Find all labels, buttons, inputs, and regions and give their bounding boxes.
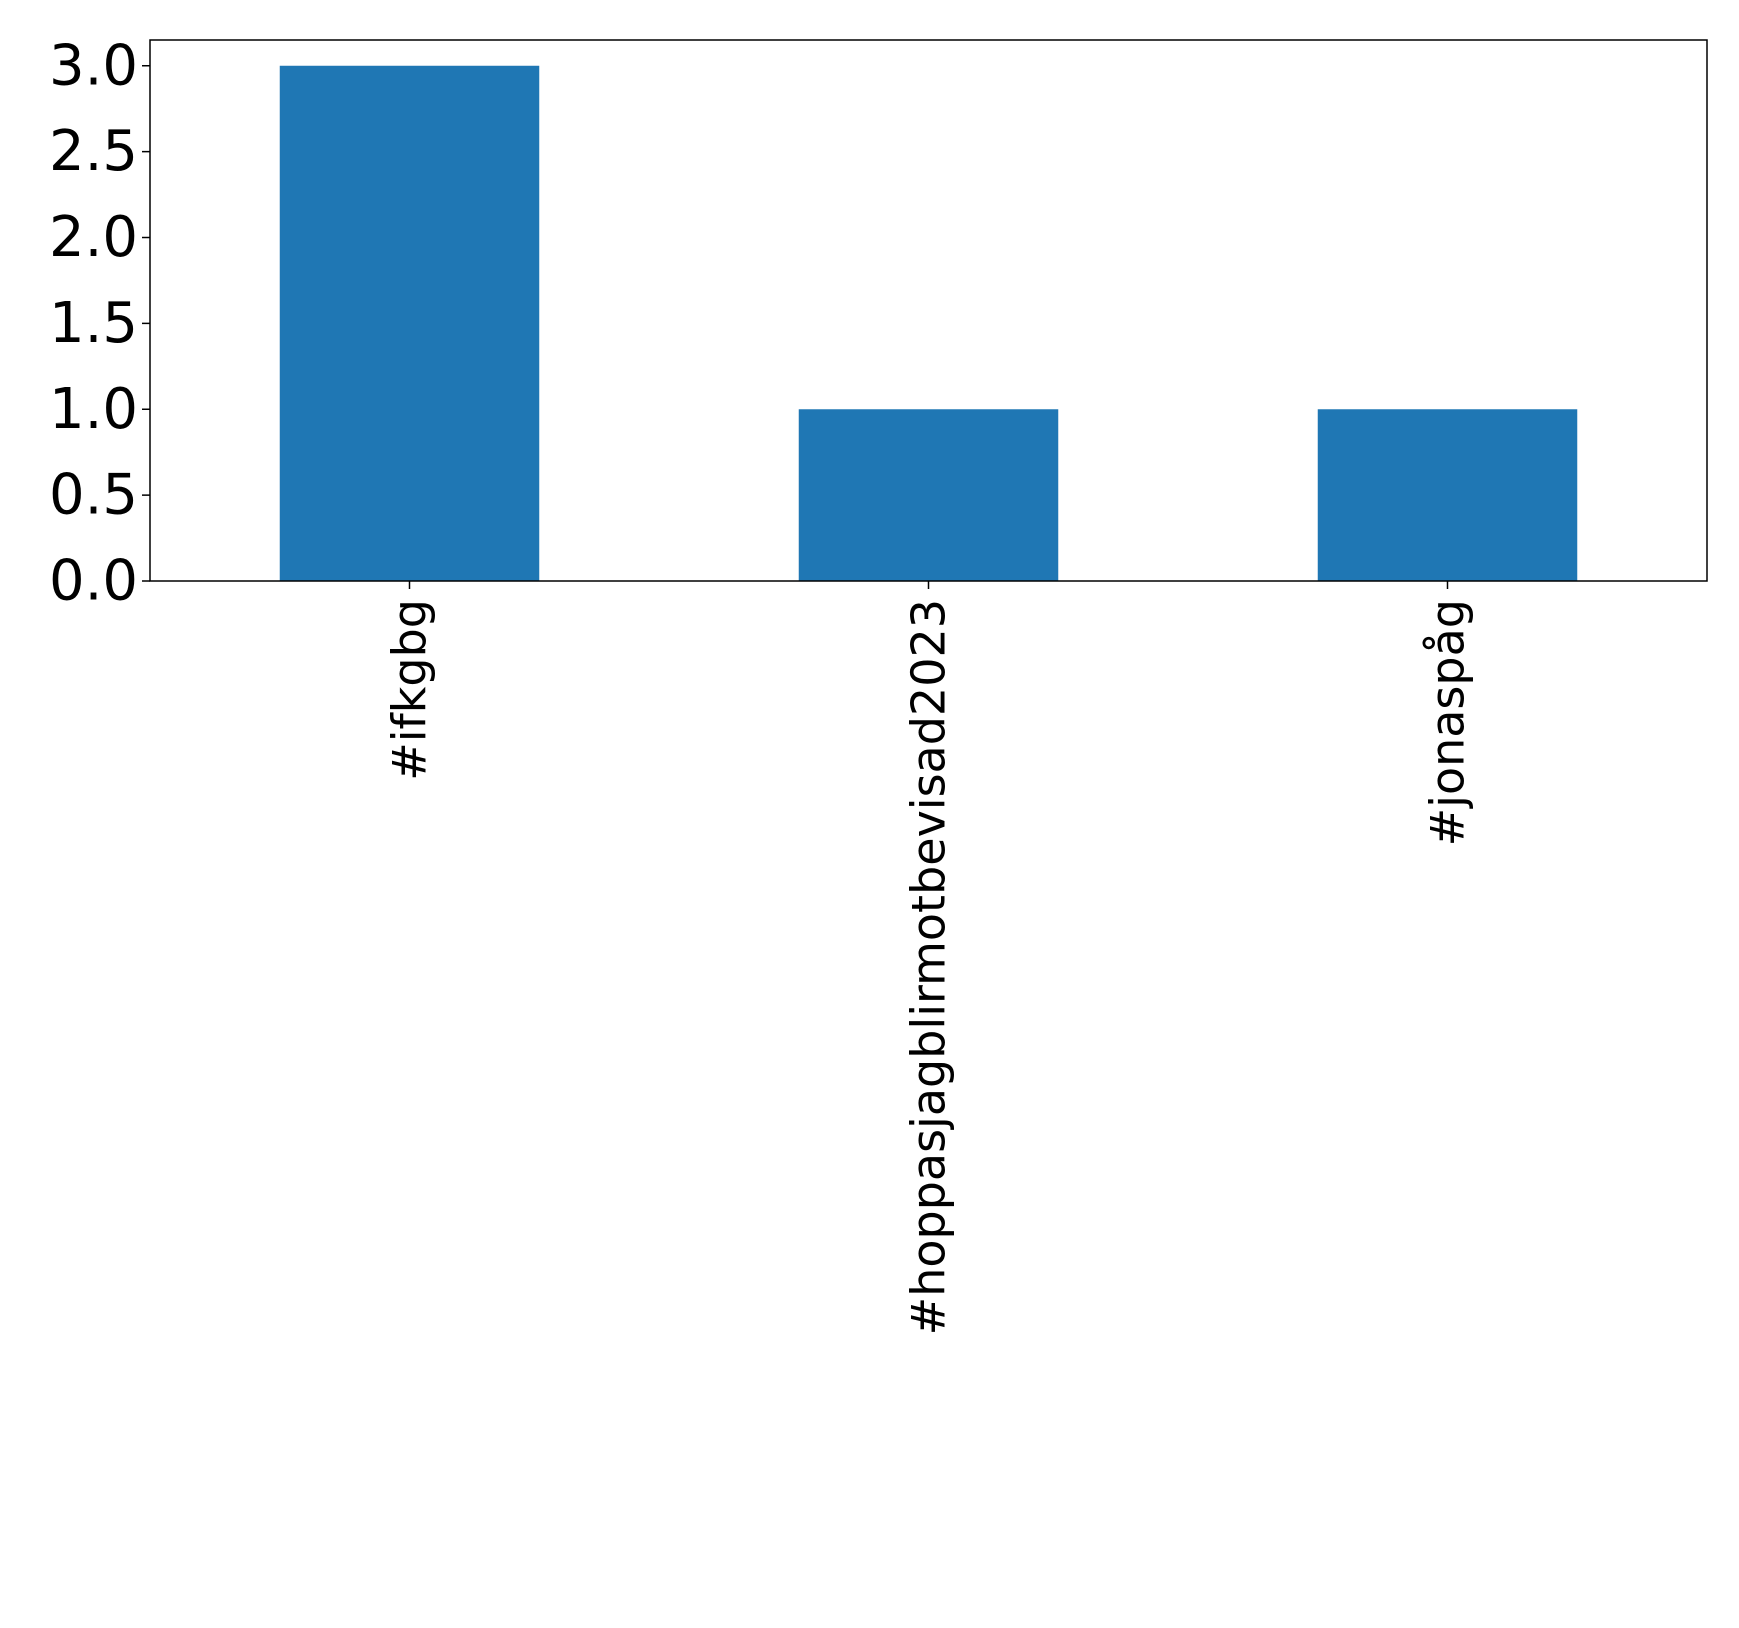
x-axis: #ifkgbg #hoppasjagblirmotbevisad2023 #jona… — [383, 581, 1475, 1335]
y-tick-label-2: 1.0 — [49, 377, 138, 442]
x-tick-label-0: #ifkgbg — [383, 599, 437, 781]
x-tick-label-1: #hoppasjagblirmotbevisad2023 — [902, 599, 956, 1335]
y-tick-label-0: 0.0 — [49, 549, 138, 614]
bar-0 — [279, 65, 540, 581]
bars-group — [279, 65, 1578, 581]
y-tick-label-6: 3.0 — [49, 33, 138, 98]
bar-1 — [798, 409, 1059, 581]
x-tick-label-2: #jonaspåg — [1421, 599, 1475, 846]
y-axis: 0.0 0.5 1.0 1.5 2.0 2.5 3.0 — [49, 33, 150, 614]
y-tick-label-4: 2.0 — [49, 205, 138, 270]
bar-2 — [1317, 409, 1578, 581]
y-tick-label-1: 0.5 — [49, 463, 138, 528]
y-tick-label-3: 1.5 — [49, 291, 138, 356]
y-tick-label-5: 2.5 — [49, 119, 138, 184]
